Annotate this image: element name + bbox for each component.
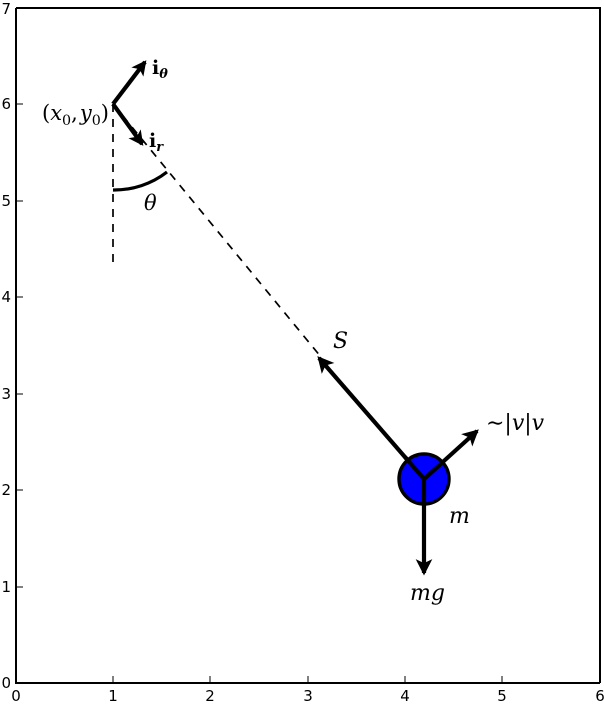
i-theta-subscript: θ	[159, 67, 168, 82]
i-r-label: ir	[149, 130, 164, 155]
y-axis-ticks	[16, 7, 23, 684]
y-tick-label-0: 0	[1, 674, 11, 692]
x-axis-tick-labels: 0 1 2 3 4 5 6	[11, 687, 604, 705]
x-tick-label-5: 5	[497, 687, 507, 705]
force-labels: S ∼|v|v m mg	[333, 329, 545, 606]
pivot-x-subscript: 0	[62, 113, 71, 129]
pivot-open-paren: (	[42, 101, 50, 125]
y-tick-label-5: 5	[1, 192, 11, 210]
x-tick-label-6: 6	[595, 687, 604, 705]
i-r-subscript: r	[156, 140, 164, 155]
svg-text:(x0,y0): (x0,y0)	[42, 101, 109, 129]
mass-label: m	[449, 504, 470, 529]
axis-frame-top-right	[16, 7, 601, 683]
y-tick-label-7: 7	[1, 0, 11, 18]
pivot-coordinate-label: (x0,y0)	[42, 101, 109, 129]
y-tick-label-3: 3	[1, 385, 11, 403]
angle-arc-group: θ	[112, 170, 168, 215]
x-tick-label-4: 4	[400, 687, 410, 705]
y-tick-label-4: 4	[1, 288, 11, 306]
y-axis-tick-labels: 0 1 2 3 4 5 6 7	[1, 0, 11, 692]
unit-vectors: iθ ir	[111, 57, 168, 155]
pivot-close-paren: )	[101, 101, 109, 125]
x-tick-label-1: 1	[108, 687, 118, 705]
i-r-glyph: i	[149, 130, 156, 152]
y-tick-label-2: 2	[1, 481, 11, 499]
drag-stub	[422, 460, 445, 481]
force-vectors	[317, 356, 479, 576]
x-axis-ticks	[15, 676, 601, 683]
y-tick-label-6: 6	[1, 95, 11, 113]
i-theta-arrow	[111, 60, 147, 106]
pivot-y-var: y	[79, 101, 93, 125]
theta-arc	[112, 170, 168, 192]
y-tick-label-1: 1	[1, 578, 11, 596]
tension-stub	[403, 455, 426, 481]
reference-geometry	[112, 103, 322, 358]
x-tick-label-0: 0	[11, 687, 21, 705]
weight-label: mg	[410, 581, 445, 606]
drag-label: ∼|v|v	[486, 411, 545, 436]
force-vectors-over-bob	[403, 455, 445, 504]
pivot-y-subscript: 0	[92, 113, 101, 129]
i-theta-glyph: i	[152, 57, 159, 79]
x-tick-label-3: 3	[303, 687, 313, 705]
pivot-x-var: x	[50, 101, 62, 125]
pivot-comma: ,	[71, 101, 78, 125]
theta-label: θ	[144, 191, 157, 215]
pendulum-rod-line	[112, 103, 322, 358]
i-r-arrow	[111, 102, 144, 146]
tension-label: S	[333, 329, 348, 354]
i-theta-label: iθ	[152, 57, 168, 82]
x-tick-label-2: 2	[205, 687, 215, 705]
